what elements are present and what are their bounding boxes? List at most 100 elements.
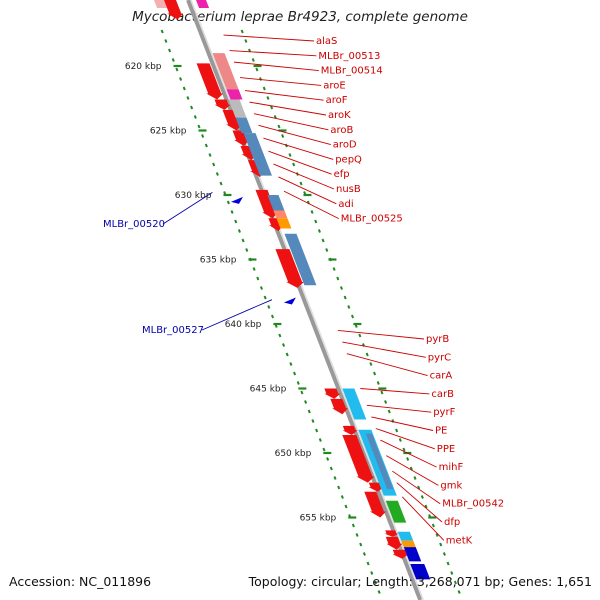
cds-arrow (392, 549, 409, 559)
gene-label-mlbr_00525: MLBr_00525 (341, 214, 403, 225)
scale-dot (300, 390, 304, 395)
backbone-shadow (190, 0, 424, 600)
positive-strand-arrow (230, 196, 243, 204)
scale-dot (282, 343, 286, 347)
gene-leader-line (258, 124, 331, 146)
gene-leader-line (371, 416, 434, 431)
feature-pink (212, 53, 239, 90)
scale-dot (373, 580, 377, 585)
scale-dot (439, 542, 443, 547)
gene-label-adi: adi (338, 199, 353, 210)
scale-dot (266, 96, 270, 100)
scale-dot (219, 181, 223, 186)
gene-leader-line (375, 428, 435, 450)
gene-leader-line (249, 101, 327, 116)
gene-label-cara: carA (430, 371, 453, 382)
gene-label-mlbr_00542: MLBr_00542 (442, 499, 504, 510)
gene-label-alas: alaS (316, 36, 337, 47)
cds-arrow (164, 0, 184, 20)
scale-dot (304, 400, 308, 404)
scale-dot (281, 134, 285, 138)
scale-tick-label: 645 kbp (250, 385, 287, 395)
scale-dot (270, 314, 275, 319)
feature-orange (276, 218, 292, 229)
scale-dot (240, 29, 244, 34)
gene-label-ppe: PPE (437, 444, 455, 455)
scale-dot (321, 238, 325, 243)
gene-leader-line (386, 455, 439, 486)
scale-dot (289, 362, 293, 366)
scale-dot (278, 333, 282, 338)
scale-dot (340, 495, 344, 499)
scale-tick-label: 655 kbp (300, 514, 337, 524)
scale-dot (256, 276, 260, 281)
gene-labels: alaS MLBr_00513 MLBr_00514 aroE aroF aroK aroB… (103, 34, 504, 546)
scale-dot (251, 58, 255, 62)
genome-summary-text: Topology: circular; Length: 3,268,071 bp… (248, 574, 592, 589)
gene-leader-line (268, 150, 332, 175)
gene-leader-line (366, 404, 432, 413)
cds-arrow (214, 99, 231, 110)
feature-cyan (342, 388, 367, 420)
scale-dot (358, 333, 362, 338)
gene-leader-line (263, 137, 334, 160)
gene-label-gmk: gmk (440, 480, 462, 491)
scale-dot (351, 523, 355, 528)
scale-dot (226, 200, 230, 205)
scale-dot (413, 476, 417, 480)
scale-dot (193, 115, 197, 119)
scale-dot (197, 124, 201, 129)
scale-dot (376, 381, 380, 385)
gene-leader-line (337, 330, 425, 340)
scale-dot (344, 504, 348, 509)
feature-top-magenta (195, 0, 210, 8)
gene-label-mlbr_00514: MLBr_00514 (321, 66, 383, 77)
scale-dot (263, 295, 267, 300)
scale-dot (373, 371, 377, 376)
gene-leader-line (346, 353, 428, 377)
accession-text: Accession: NC_011896 (9, 574, 152, 589)
scale-dot (333, 476, 337, 480)
gene-leader-line (273, 163, 335, 190)
gene-leader-line-blue (201, 299, 273, 331)
feature-orange (401, 540, 416, 548)
gene-leader-line (253, 113, 329, 131)
scale-dot (310, 210, 314, 214)
scale-dot (259, 286, 264, 290)
scale-dot (359, 542, 363, 547)
feature-grey (228, 99, 247, 118)
scale-dot (245, 248, 249, 252)
scale-dot (350, 314, 355, 319)
scale-dot (431, 523, 435, 528)
scale-dot (317, 229, 321, 233)
scale-tick-label: 630 kbp (175, 191, 212, 201)
scale-dot (182, 86, 186, 91)
scale-ruler: 620 kbp 625 kbp 630 kbp 635 kbp 640 kbp 645 k… (125, 29, 461, 594)
gene-label-carb: carB (431, 389, 454, 400)
gene-leader-line (392, 470, 441, 505)
gene-label-efp: efp (334, 169, 350, 180)
gene-label-aroe: aroE (323, 80, 345, 91)
scale-dots-left (160, 29, 381, 594)
gene-leader-line (278, 176, 337, 205)
gene-leader-line (244, 90, 324, 101)
feature-cyan (397, 531, 414, 541)
cds-arrow (342, 434, 375, 483)
scale-dot (453, 580, 457, 585)
scale-dot (366, 561, 370, 566)
feature-green (385, 500, 407, 523)
cds-arrow (364, 491, 386, 518)
scale-dot (285, 352, 289, 357)
cds-arrow (255, 189, 279, 219)
gene-label-mihf: mihF (439, 462, 464, 473)
scale-dot (292, 162, 296, 167)
scale-dot (311, 419, 315, 423)
gene-label-pyrb: pyrB (426, 334, 449, 345)
gene-leader-line (283, 190, 340, 220)
feature-tracks (153, 0, 431, 580)
gene-leader-line (229, 50, 317, 57)
feature-navy (403, 547, 422, 562)
cds-arrow (232, 130, 250, 146)
scale-dot (450, 571, 454, 575)
